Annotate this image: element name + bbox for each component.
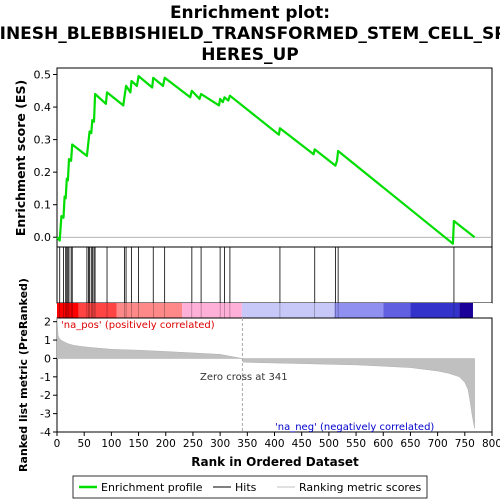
chart-title-line-3: HERES_UP: [201, 45, 299, 65]
metric-y-tick-label: -1: [40, 371, 51, 384]
x-tick-label: 750: [455, 438, 475, 450]
x-tick-label: 800: [482, 438, 500, 450]
negative-correlation-label: 'na_neg' (negatively correlated): [275, 422, 434, 433]
es-y-tick-label: 0.2: [34, 166, 52, 179]
x-tick-label: 700: [428, 438, 448, 450]
chart-title-line-1: Enrichment plot:: [170, 3, 330, 23]
band-segment: [410, 303, 460, 318]
hits-panel: [56, 246, 493, 304]
band-segment: [383, 303, 411, 318]
x-tick-label: 300: [210, 438, 230, 450]
x-tick-label: 100: [101, 438, 121, 450]
x-tick-label: 600: [373, 438, 393, 450]
band-segment: [116, 303, 183, 318]
legend: Enrichment profile Hits Ranking metric s…: [72, 475, 428, 499]
es-y-tick-label: 0.0: [34, 231, 52, 244]
x-tick-label: 550: [346, 438, 366, 450]
zero-cross-label: Zero cross at 341: [200, 372, 288, 383]
x-axis-label: Rank in Ordered Dataset: [191, 455, 359, 469]
band-segment: [78, 303, 117, 318]
metric-panel: -4 -3 -2 -1 0 1 2 0 50 100 150 200 250 300 350 400 450 50…: [40, 316, 500, 450]
band-segment: [182, 303, 242, 318]
metric-plot-frame: [56, 317, 493, 433]
hits-frame: [56, 246, 493, 304]
x-tick-label: 200: [156, 438, 176, 450]
ranking-color-band: [57, 303, 492, 318]
legend-label-hits: Hits: [235, 481, 257, 494]
es-plot-frame: [56, 67, 493, 248]
es-y-axis-label: Enrichment score (ES): [13, 80, 28, 236]
band-segment: [459, 303, 473, 318]
legend-box: [72, 475, 428, 499]
x-tick-label: 50: [78, 438, 91, 450]
enrichment-profile-line: [56, 74, 476, 245]
legend-label-enrichment: Enrichment profile: [101, 481, 203, 494]
metric-y-tick-label: 2: [44, 316, 51, 329]
x-tick-label: 400: [264, 438, 284, 450]
es-y-tick-label: 0.5: [34, 69, 52, 82]
x-tick-label: 250: [183, 438, 203, 450]
metric-y-axis-label: Ranked list metric (PreRanked): [17, 278, 30, 472]
metric-y-tick-label: 0: [44, 352, 51, 365]
ranking-metric-area: [56, 317, 475, 429]
es-y-tick-label: 0.4: [34, 101, 52, 114]
x-tick-label: 150: [129, 438, 149, 450]
legend-label-ranking: Ranking metric scores: [299, 481, 421, 494]
metric-y-tick-label: -3: [40, 408, 51, 421]
band-segment: [334, 303, 384, 318]
metric-y-tick-label: -2: [40, 389, 51, 402]
x-tick-label: 450: [292, 438, 312, 450]
es-y-tick-label: 0.1: [34, 199, 52, 212]
metric-y-tick-label: 1: [44, 334, 51, 347]
x-tick-label: 0: [54, 438, 61, 450]
band-segment: [241, 303, 335, 318]
x-tick-label: 500: [319, 438, 339, 450]
x-tick-label: 350: [237, 438, 257, 450]
chart-title-line-2: JINESH_BLEBBISHIELD_TRANSFORMED_STEM_CEL…: [0, 24, 500, 44]
positive-correlation-label: 'na_pos' (positively correlated): [61, 320, 215, 331]
es-panel: 0.0 0.1 0.2 0.3 0.4 0.5: [34, 67, 493, 248]
metric-y-tick-label: -4: [40, 426, 51, 439]
x-tick-label: 650: [400, 438, 420, 450]
es-y-tick-label: 0.3: [34, 134, 52, 147]
